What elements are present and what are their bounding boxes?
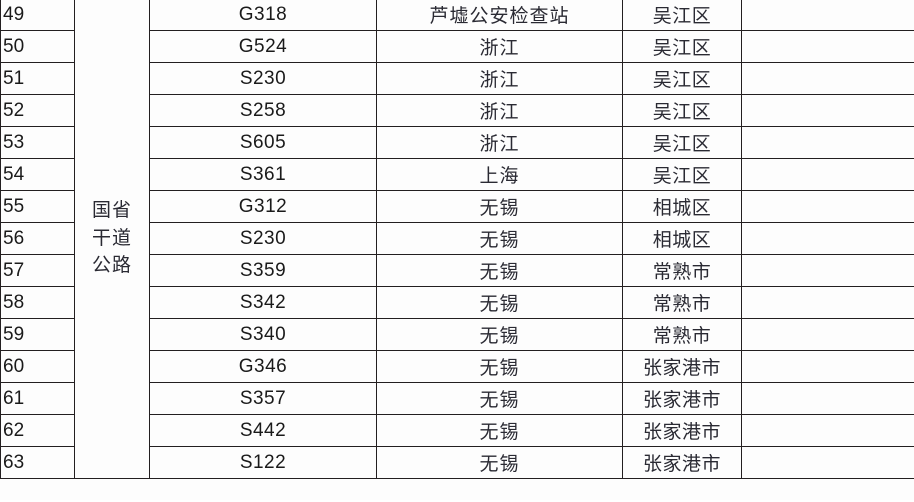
road-checkpoint-table: 49 国省干道公路 G318 芦墟公安检查站 吴江区 50 G524 浙江 吴江区 51 S230 浙… <box>0 0 914 479</box>
cell-remark[interactable] <box>741 254 914 287</box>
cell-remark[interactable] <box>741 158 914 191</box>
cell-road-code[interactable]: G346 <box>149 350 377 383</box>
cell-road-code[interactable]: S122 <box>149 446 377 479</box>
cell-index[interactable]: 61 <box>0 382 75 415</box>
cell-index[interactable]: 53 <box>0 126 75 159</box>
cell-direction[interactable]: 浙江 <box>376 94 623 127</box>
cell-remark[interactable] <box>741 190 914 223</box>
cell-index[interactable]: 49 <box>0 0 75 31</box>
cell-district[interactable]: 张家港市 <box>622 414 742 447</box>
cell-direction[interactable]: 无锡 <box>376 190 623 223</box>
cell-remark[interactable] <box>741 30 914 63</box>
cell-index[interactable]: 59 <box>0 318 75 351</box>
cell-road-code[interactable]: G312 <box>149 190 377 223</box>
table-row[interactable]: 63 S122 无锡 张家港市 <box>0 446 914 479</box>
table-row[interactable]: 60 G346 无锡 张家港市 <box>0 350 914 383</box>
cell-index[interactable]: 62 <box>0 414 75 447</box>
table-row[interactable]: 50 G524 浙江 吴江区 <box>0 30 914 63</box>
cell-index[interactable]: 56 <box>0 222 75 255</box>
cell-direction[interactable]: 无锡 <box>376 222 623 255</box>
table-row[interactable]: 49 国省干道公路 G318 芦墟公安检查站 吴江区 <box>0 0 914 479</box>
cell-category-merged[interactable]: 国省干道公路 <box>74 0 150 479</box>
cell-road-code[interactable]: S605 <box>149 126 377 159</box>
cell-district[interactable]: 吴江区 <box>622 30 742 63</box>
cell-direction[interactable]: 无锡 <box>376 254 623 287</box>
cell-index[interactable]: 50 <box>0 30 75 63</box>
cell-district[interactable]: 相城区 <box>622 222 742 255</box>
cell-road-code[interactable]: G524 <box>149 30 377 63</box>
cell-remark[interactable] <box>741 62 914 95</box>
cell-district[interactable]: 常熟市 <box>622 318 742 351</box>
cell-remark[interactable] <box>741 446 914 479</box>
cell-remark[interactable] <box>741 286 914 319</box>
cell-road-code[interactable]: S359 <box>149 254 377 287</box>
table-row[interactable]: 52 S258 浙江 吴江区 <box>0 94 914 127</box>
cell-direction[interactable]: 浙江 <box>376 126 623 159</box>
cell-road-code[interactable]: S230 <box>149 222 377 255</box>
cell-remark[interactable] <box>741 350 914 383</box>
cell-district[interactable]: 吴江区 <box>622 62 742 95</box>
cell-remark[interactable] <box>741 94 914 127</box>
cell-road-code[interactable]: S230 <box>149 62 377 95</box>
cell-district[interactable]: 吴江区 <box>622 0 742 31</box>
cell-road-code[interactable]: S340 <box>149 318 377 351</box>
category-label: 国省干道公路 <box>91 200 132 277</box>
cell-direction[interactable]: 无锡 <box>376 350 623 383</box>
table-body: 49 国省干道公路 G318 芦墟公安检查站 吴江区 50 G524 浙江 吴江区 51 S230 浙… <box>0 0 914 479</box>
cell-direction[interactable]: 无锡 <box>376 382 623 415</box>
table-row[interactable]: 58 S342 无锡 常熟市 <box>0 286 914 319</box>
cell-direction[interactable]: 无锡 <box>376 318 623 351</box>
cell-direction[interactable]: 无锡 <box>376 286 623 319</box>
cell-district[interactable]: 张家港市 <box>622 350 742 383</box>
cell-district[interactable]: 吴江区 <box>622 126 742 159</box>
cell-direction[interactable]: 无锡 <box>376 446 623 479</box>
cell-remark[interactable] <box>741 414 914 447</box>
cell-direction[interactable]: 浙江 <box>376 62 623 95</box>
cell-index[interactable]: 58 <box>0 286 75 319</box>
table-row[interactable]: 53 S605 浙江 吴江区 <box>0 126 914 159</box>
cell-remark[interactable] <box>741 318 914 351</box>
cell-district[interactable]: 相城区 <box>622 190 742 223</box>
cell-road-code[interactable]: S258 <box>149 94 377 127</box>
cell-remark[interactable] <box>741 382 914 415</box>
cell-index[interactable]: 51 <box>0 62 75 95</box>
cell-remark[interactable] <box>741 222 914 255</box>
cell-road-code[interactable]: S442 <box>149 414 377 447</box>
cell-index[interactable]: 57 <box>0 254 75 287</box>
cell-remark[interactable] <box>741 126 914 159</box>
table-row[interactable]: 61 S357 无锡 张家港市 <box>0 382 914 415</box>
cell-index[interactable]: 63 <box>0 446 75 479</box>
cell-direction[interactable]: 上海 <box>376 158 623 191</box>
table-row[interactable]: 57 S359 无锡 常熟市 <box>0 254 914 287</box>
cell-district[interactable]: 常熟市 <box>622 254 742 287</box>
cell-district[interactable]: 张家港市 <box>622 382 742 415</box>
cell-index[interactable]: 60 <box>0 350 75 383</box>
cell-direction[interactable]: 浙江 <box>376 30 623 63</box>
table-row[interactable]: 62 S442 无锡 张家港市 <box>0 414 914 447</box>
cell-road-code[interactable]: G318 <box>149 0 377 31</box>
cell-district[interactable]: 吴江区 <box>622 94 742 127</box>
cell-road-code[interactable]: S357 <box>149 382 377 415</box>
cell-direction[interactable]: 无锡 <box>376 414 623 447</box>
cell-index[interactable]: 55 <box>0 190 75 223</box>
cell-remark[interactable] <box>741 0 914 31</box>
cell-direction[interactable]: 芦墟公安检查站 <box>376 0 623 31</box>
cell-district[interactable]: 常熟市 <box>622 286 742 319</box>
cell-road-code[interactable]: S361 <box>149 158 377 191</box>
table-row[interactable]: 51 S230 浙江 吴江区 <box>0 62 914 95</box>
cell-district[interactable]: 吴江区 <box>622 158 742 191</box>
cell-district[interactable]: 张家港市 <box>622 446 742 479</box>
cell-index[interactable]: 52 <box>0 94 75 127</box>
cell-road-code[interactable]: S342 <box>149 286 377 319</box>
cell-index[interactable]: 54 <box>0 158 75 191</box>
